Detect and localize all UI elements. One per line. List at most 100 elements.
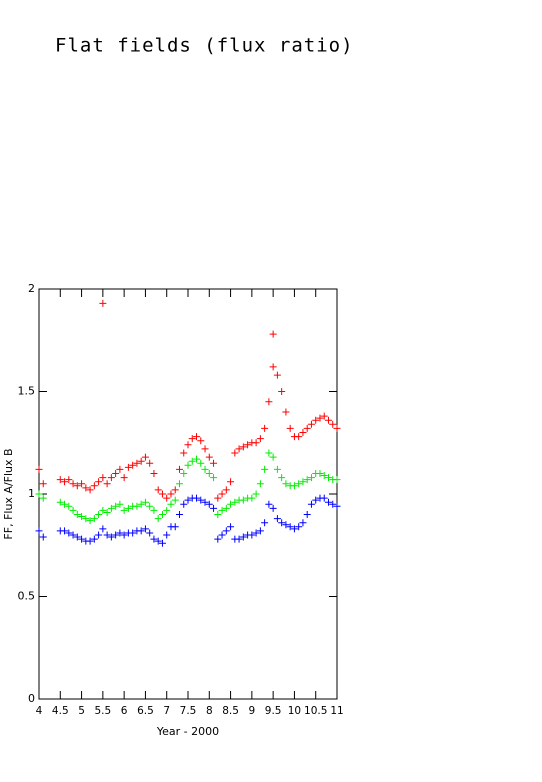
- x-tick-label: 4.5: [52, 705, 69, 717]
- data-point: [278, 519, 286, 527]
- data-point: [73, 511, 81, 518]
- data-point: [171, 486, 179, 494]
- data-point: [124, 463, 132, 471]
- data-point: [95, 478, 103, 486]
- data-point: [112, 502, 120, 510]
- data-point: [222, 504, 230, 512]
- data-point: [65, 502, 73, 510]
- x-tick-label: 9: [249, 705, 256, 717]
- data-point: [158, 539, 166, 547]
- data-point: [78, 535, 86, 543]
- x-tick-label: 7: [163, 705, 170, 717]
- data-point: [99, 299, 107, 307]
- data-point: [282, 480, 290, 488]
- data-point: [303, 424, 311, 432]
- y-tick-label: 0: [28, 692, 35, 705]
- data-point: [324, 416, 332, 424]
- data-point: [65, 529, 73, 537]
- data-point: [175, 480, 183, 488]
- data-point: [163, 494, 171, 502]
- data-point: [256, 480, 264, 488]
- data-point: [188, 435, 196, 443]
- data-point: [256, 435, 264, 443]
- data-point: [239, 533, 247, 541]
- data-point: [193, 494, 201, 502]
- data-point: [193, 455, 201, 463]
- data-point: [86, 517, 94, 525]
- data-point: [141, 453, 149, 461]
- data-point: [231, 449, 239, 457]
- data-point: [320, 472, 328, 480]
- data-point: [184, 496, 192, 504]
- data-point: [167, 490, 175, 498]
- chart-title: Flat fields (flux ratio): [55, 35, 354, 57]
- data-point: [99, 474, 107, 482]
- x-tick-label: 6.5: [137, 705, 154, 717]
- y-axis-label: FF, Flux A/Flux B: [2, 448, 15, 539]
- data-point: [175, 511, 183, 518]
- y-tick-label: 0.5: [18, 590, 36, 603]
- data-point: [218, 531, 226, 539]
- data-point: [256, 527, 264, 535]
- data-point: [188, 457, 196, 465]
- data-point: [56, 476, 64, 484]
- data-point: [205, 500, 213, 508]
- data-point: [252, 529, 260, 537]
- data-point: [107, 504, 115, 512]
- data-point: [239, 496, 247, 504]
- data-point: [205, 453, 213, 461]
- x-tick-label: 5: [78, 705, 85, 717]
- data-point: [193, 433, 201, 441]
- y-tick-label: 1.5: [18, 385, 36, 398]
- data-point: [141, 498, 149, 506]
- x-tick-label: 8: [206, 705, 213, 717]
- data-point: [252, 490, 260, 498]
- data-point: [73, 533, 81, 541]
- data-point: [312, 416, 320, 424]
- data-point: [316, 414, 324, 422]
- data-point: [214, 535, 222, 543]
- data-point: [35, 527, 43, 535]
- data-point: [180, 500, 188, 508]
- data-point: [116, 529, 124, 537]
- data-point: [222, 486, 230, 494]
- data-point: [239, 443, 247, 451]
- data-point: [82, 484, 90, 492]
- data-point: [35, 490, 43, 498]
- data-point: [39, 494, 47, 502]
- data-point: [61, 478, 69, 486]
- data-point: [269, 330, 277, 338]
- data-point: [116, 465, 124, 473]
- data-point: [137, 527, 145, 535]
- data-point: [90, 535, 98, 543]
- data-point: [278, 388, 286, 395]
- data-point: [154, 515, 162, 523]
- data-point: [244, 441, 252, 449]
- data-point: [265, 398, 273, 406]
- data-point: [265, 500, 273, 508]
- data-point: [163, 506, 171, 514]
- data-point: [141, 525, 149, 533]
- data-point: [248, 531, 256, 539]
- data-point: [303, 511, 311, 518]
- data-point: [227, 523, 235, 531]
- data-point: [218, 490, 226, 498]
- y-tick-label: 2: [28, 282, 35, 295]
- x-tick-label: 10.5: [304, 705, 327, 717]
- data-point: [35, 465, 43, 473]
- data-point: [137, 457, 145, 465]
- data-point: [99, 506, 107, 514]
- data-point: [86, 486, 94, 494]
- data-point: [214, 494, 222, 502]
- data-point: [171, 496, 179, 504]
- data-point: [78, 513, 86, 521]
- data-point: [261, 519, 269, 527]
- data-point: [333, 424, 341, 432]
- x-tick-label: 7.5: [180, 705, 197, 717]
- plot-frame: [38, 288, 338, 700]
- data-point: [163, 531, 171, 539]
- data-point: [150, 535, 158, 543]
- data-point: [320, 494, 328, 502]
- data-point: [90, 515, 98, 523]
- data-point: [150, 470, 158, 477]
